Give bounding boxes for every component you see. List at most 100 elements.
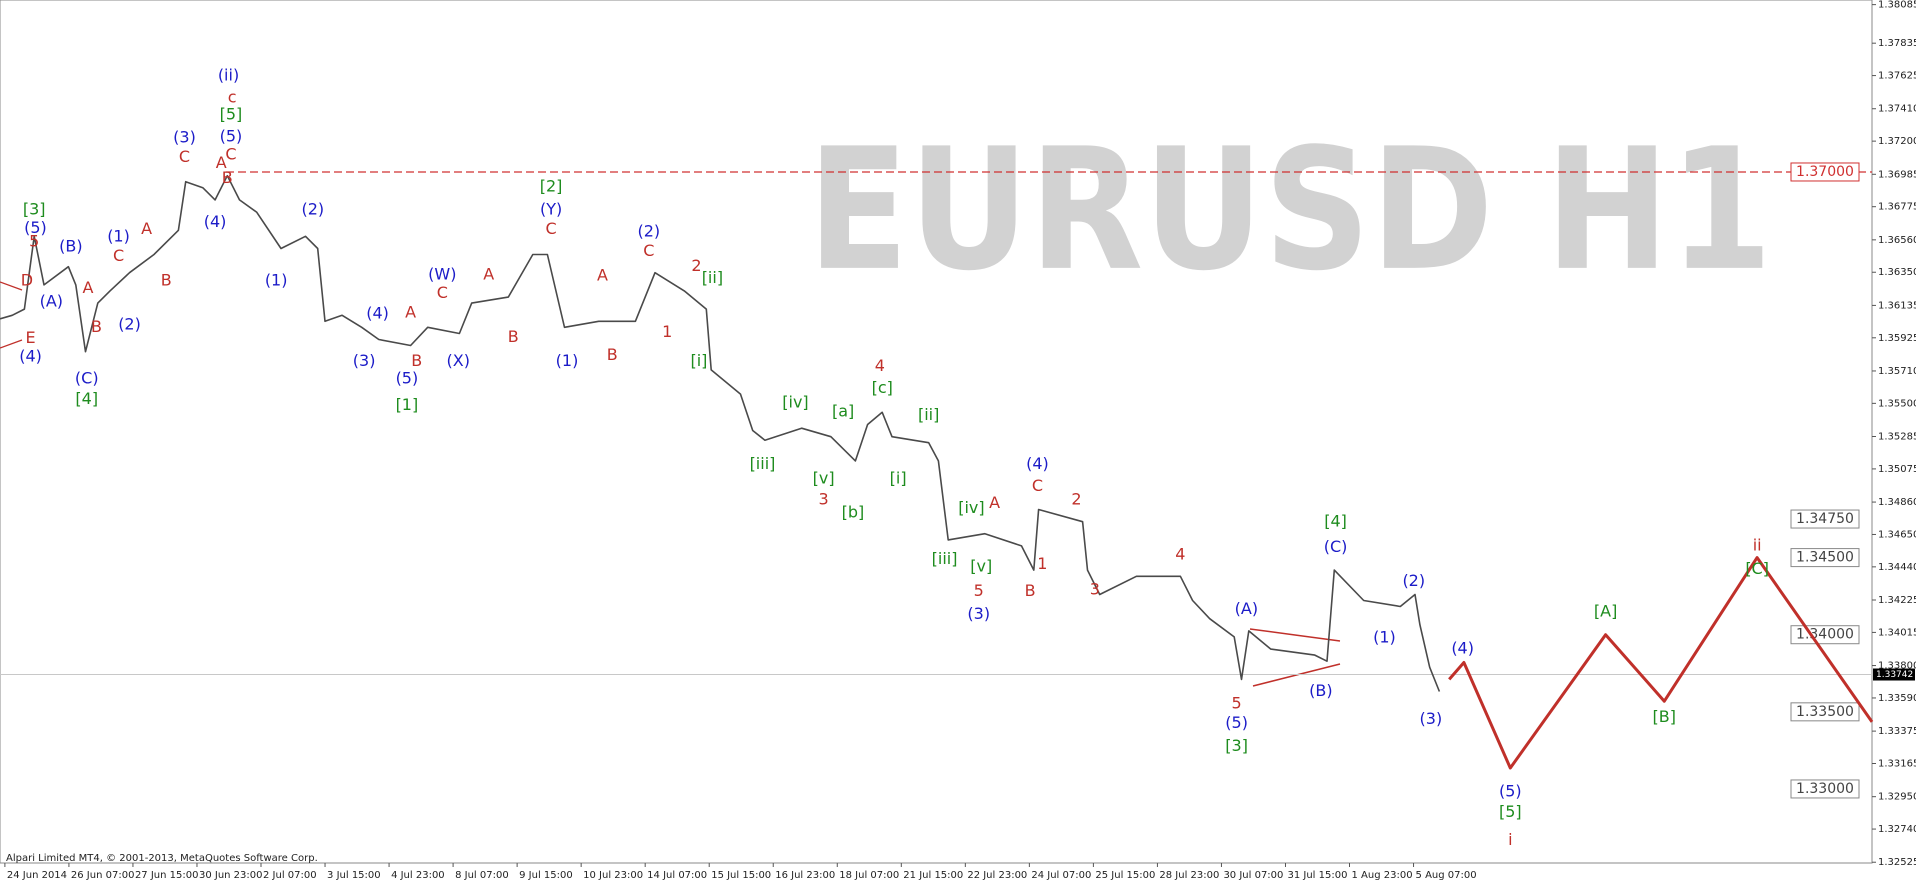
x-tick-label: 22 Jul 23:00 xyxy=(967,870,1027,881)
wave-label: [iv] xyxy=(782,393,808,412)
wave-label: B xyxy=(508,327,519,346)
wave-label: [ii] xyxy=(702,268,723,287)
wave-label: [i] xyxy=(890,469,907,488)
wave-label: [2] xyxy=(540,176,563,195)
wave-label: [4] xyxy=(1324,511,1347,530)
wave-label: [C] xyxy=(1745,559,1769,578)
x-tick-label: 2 Jul 07:00 xyxy=(263,870,317,881)
wave-label: [5] xyxy=(220,104,243,123)
wave-label: 2 xyxy=(1071,489,1081,508)
wave-label: C xyxy=(225,145,236,164)
wave-label: 4 xyxy=(875,356,885,375)
wave-label: 3 xyxy=(1090,580,1100,599)
wave-label: A xyxy=(216,153,227,172)
level-label: 1.33500 xyxy=(1796,704,1854,720)
resistance-label: 1.37000 xyxy=(1796,164,1854,180)
wave-label: (3) xyxy=(353,351,376,370)
x-tick-label: 25 Jul 15:00 xyxy=(1095,870,1155,881)
y-tick-label: 1.34015 xyxy=(1878,627,1916,638)
wave-label: E xyxy=(25,328,35,347)
wave-label: ii xyxy=(1753,536,1762,555)
wave-label: [B] xyxy=(1653,707,1676,726)
forecast-line xyxy=(1448,556,1874,770)
price-line xyxy=(0,174,1441,692)
wave-label: (3) xyxy=(1420,709,1443,728)
wave-label: B xyxy=(1025,581,1036,600)
x-tick-label: 18 Jul 07:00 xyxy=(839,870,899,881)
y-tick-label: 1.33590 xyxy=(1878,693,1916,704)
x-tick-label: 15 Jul 15:00 xyxy=(711,870,771,881)
wave-label: (5) xyxy=(1499,781,1522,800)
wave-label: A xyxy=(83,278,94,297)
wave-label: [v] xyxy=(970,556,992,575)
wave-label: 1 xyxy=(1037,554,1047,573)
wave-label: (1) xyxy=(265,271,288,290)
x-tick-label: 8 Jul 07:00 xyxy=(455,870,509,881)
x-tick-label: 9 Jul 15:00 xyxy=(519,870,573,881)
wave-label: (W) xyxy=(428,264,456,283)
wave-label: (3) xyxy=(967,604,990,623)
y-tick-label: 1.38085 xyxy=(1878,0,1916,11)
x-tick-label: 24 Jun 2014 xyxy=(7,870,67,881)
wave-label: C xyxy=(437,283,448,302)
x-tick-label: 26 Jun 07:00 xyxy=(71,870,135,881)
wave-label: 4 xyxy=(1175,544,1185,563)
x-tick-label: 28 Jul 23:00 xyxy=(1159,870,1219,881)
x-tick-label: 31 Jul 15:00 xyxy=(1287,870,1347,881)
wave-label: [3] xyxy=(1225,736,1248,755)
wave-label: C xyxy=(179,147,190,166)
y-tick-label: 1.36350 xyxy=(1878,267,1916,278)
y-tick-label: 1.33165 xyxy=(1878,759,1916,770)
wave-label: (B) xyxy=(59,236,82,255)
wave-label: 3 xyxy=(818,489,828,508)
wave-label: c xyxy=(228,87,237,106)
wave-label: B xyxy=(607,345,618,364)
y-tick-label: 1.36135 xyxy=(1878,300,1916,311)
wave-label: [v] xyxy=(813,469,835,488)
level-label: 1.34500 xyxy=(1796,550,1854,566)
wave-label: [i] xyxy=(690,351,707,370)
y-tick-label: 1.37625 xyxy=(1878,71,1916,82)
wave-label: (4) xyxy=(19,346,42,365)
wave-label: [iv] xyxy=(958,498,984,517)
wave-label: A xyxy=(405,302,416,321)
level-box xyxy=(1790,702,1860,722)
x-tick-label: 21 Jul 15:00 xyxy=(903,870,963,881)
wave-label: [ii] xyxy=(918,405,939,424)
y-tick-label: 1.34860 xyxy=(1878,497,1916,508)
wave-label: (5) xyxy=(24,218,47,237)
y-tick-label: 1.34225 xyxy=(1878,595,1916,606)
current-price-label: 1.33742 xyxy=(1876,670,1913,680)
x-tick-label: 24 Jul 07:00 xyxy=(1031,870,1091,881)
wave-label: (X) xyxy=(447,351,470,370)
wave-label: (1) xyxy=(1373,627,1396,646)
trendline xyxy=(1249,628,1341,642)
y-tick-label: 1.32950 xyxy=(1878,792,1916,803)
wave-label: (1) xyxy=(107,227,130,246)
y-tick-label: 1.35285 xyxy=(1878,432,1916,443)
y-tick-label: 1.37410 xyxy=(1878,104,1916,115)
wave-label: (4) xyxy=(366,304,389,323)
wave-label: B xyxy=(161,271,172,290)
wave-label: (A) xyxy=(40,291,63,310)
x-tick-label: 4 Jul 23:00 xyxy=(391,870,445,881)
wave-label: D xyxy=(21,271,33,290)
wave-label: 5 xyxy=(974,581,984,600)
wave-label: B xyxy=(411,351,422,370)
wave-label: (4) xyxy=(1451,638,1474,657)
y-tick-label: 1.35925 xyxy=(1878,333,1916,344)
wave-label: 5 xyxy=(1232,693,1242,712)
wave-label: (ii) xyxy=(218,65,239,84)
current-price-box xyxy=(1873,668,1915,681)
y-tick-label: 1.34650 xyxy=(1878,529,1916,540)
wave-label: A xyxy=(989,493,1000,512)
copyright: Alpari Limited MT4, © 2001-2013, MetaQuo… xyxy=(6,853,318,864)
level-label: 1.33000 xyxy=(1796,781,1854,797)
wave-label: C xyxy=(643,241,654,260)
y-tick-label: 1.36775 xyxy=(1878,202,1916,213)
wave-label: (C) xyxy=(1324,537,1348,556)
trendline xyxy=(0,281,23,291)
wave-label: (2) xyxy=(301,200,324,219)
trendline xyxy=(0,339,23,349)
